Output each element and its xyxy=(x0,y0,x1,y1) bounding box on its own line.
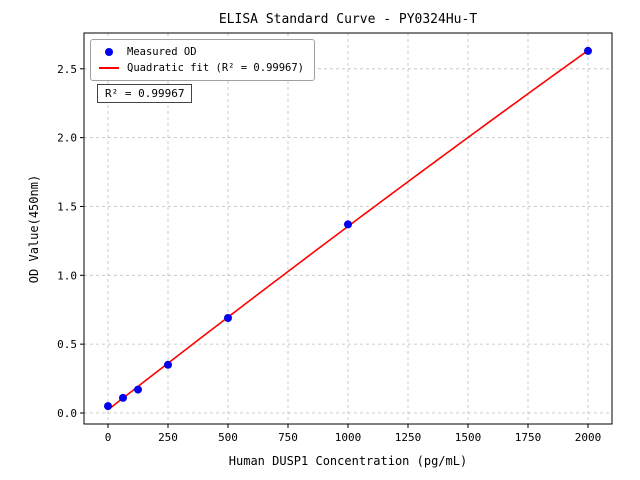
data-point xyxy=(344,220,352,229)
x-axis-label: Human DUSP1 Concentration (pg/mL) xyxy=(229,454,467,468)
y-axis-label: OD Value(450nm) xyxy=(27,175,41,283)
r-squared-annotation: R² = 0.99967 xyxy=(97,84,193,103)
plot-area: 0 250 500 750 1000 1250 1500 1750 2000 0.0 0.5 1.0 1… xyxy=(57,32,613,444)
x-tick-label: 1000 xyxy=(335,431,362,444)
legend-label-quadratic-fit: Quadratic fit (R² = 0.99967) xyxy=(127,62,305,74)
data-point xyxy=(584,46,592,55)
y-tick-label: 1.0 xyxy=(57,269,77,282)
data-point xyxy=(164,360,172,369)
legend: Measured OD Quadratic fit (R² = 0.99967) xyxy=(90,39,316,81)
y-tick-label: 0.0 xyxy=(57,407,77,420)
x-tick-label: 2000 xyxy=(575,431,602,444)
legend-item-measured-od: Measured OD xyxy=(99,44,304,60)
x-tick-label: 250 xyxy=(158,431,178,444)
scatter-marker-icon xyxy=(105,48,113,56)
x-tick-label: 500 xyxy=(218,431,238,444)
legend-item-quadratic-fit: Quadratic fit (R² = 0.99967) xyxy=(99,60,304,76)
data-point xyxy=(119,393,127,402)
chart-title: ELISA Standard Curve - PY0324Hu-T xyxy=(219,12,477,27)
x-tick-label: 0 xyxy=(105,431,112,444)
fit-line-icon xyxy=(99,67,119,69)
data-point xyxy=(104,402,112,411)
y-tick-label: 2.0 xyxy=(57,132,77,145)
x-tick-label: 750 xyxy=(278,431,298,444)
x-tick-label: 1250 xyxy=(395,431,422,444)
y-tick-label: 2.5 xyxy=(57,63,77,76)
y-tick-label: 0.5 xyxy=(57,338,77,351)
y-tick-label: 1.5 xyxy=(57,200,77,213)
quadratic-fit-line xyxy=(107,49,589,411)
data-point xyxy=(224,313,232,322)
x-tick-label: 1750 xyxy=(515,431,542,444)
legend-label-measured-od: Measured OD xyxy=(127,46,197,58)
data-point xyxy=(134,385,142,394)
x-tick-label: 1500 xyxy=(455,431,482,444)
